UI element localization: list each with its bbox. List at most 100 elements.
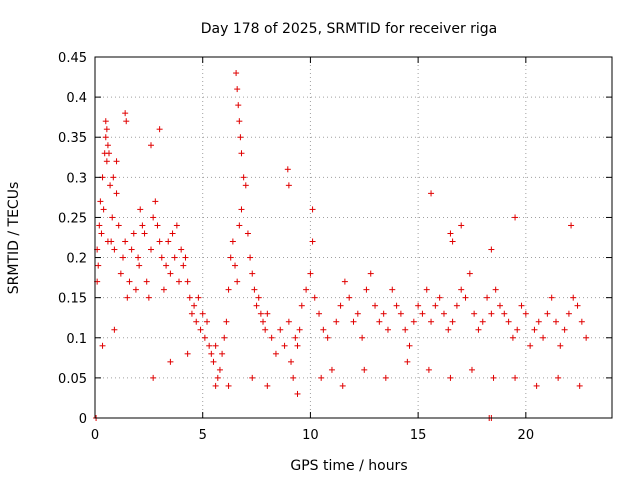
data-point [285,182,292,189]
data-point [576,382,583,389]
data-point [311,294,318,301]
data-point [227,254,234,261]
data-point [557,342,564,349]
data-point [141,230,148,237]
data-point [102,118,109,125]
data-point [406,342,413,349]
data-point [197,326,204,333]
data-point [544,310,551,317]
data-point [402,326,409,333]
data-point [292,334,299,341]
data-point [148,246,155,253]
data-point [234,86,241,93]
data-point [574,302,581,309]
data-point [453,302,460,309]
data-points [93,70,590,421]
data-point [410,318,417,325]
data-point [173,222,180,229]
data-point [447,230,454,237]
data-point [160,286,167,293]
data-point [479,318,486,325]
data-point [341,278,348,285]
data-point [376,318,383,325]
data-point [350,318,357,325]
data-point [97,198,104,205]
data-point [236,118,243,125]
data-point [288,358,295,365]
data-point [109,214,116,221]
data-point [126,278,133,285]
chart-title: Day 178 of 2025, SRMTID for receiver rig… [201,21,498,37]
data-point [249,270,256,277]
data-point [104,142,111,149]
data-point [204,318,211,325]
y-tick-label: 0 [79,412,87,427]
data-point [568,222,575,229]
data-point [419,310,426,317]
data-point [143,278,150,285]
data-point [156,126,163,133]
data-point [235,102,242,109]
data-point [233,70,240,77]
data-point [309,206,316,213]
data-point [285,318,292,325]
data-point [316,310,323,317]
data-point [458,222,465,229]
data-point [264,382,271,389]
data-point [191,302,198,309]
data-point [135,254,142,261]
y-tick-label: 0.05 [58,372,87,387]
data-point [384,326,391,333]
data-point [272,350,279,357]
x-tick-label: 15 [410,428,427,443]
data-point [527,342,534,349]
data-point [201,334,208,341]
data-point [367,270,374,277]
data-point [98,230,105,237]
data-point [514,326,521,333]
data-point [372,302,379,309]
data-point [136,262,143,269]
data-point [108,238,115,245]
data-point [106,150,113,157]
data-point [210,358,217,365]
data-point [180,262,187,269]
data-point [236,222,243,229]
data-point [570,294,577,301]
data-point [555,374,562,381]
data-point [167,270,174,277]
data-point [522,310,529,317]
data-point [214,374,221,381]
data-point [548,294,555,301]
data-point [216,366,223,373]
data-point [445,326,452,333]
data-point [505,318,512,325]
data-point [103,126,110,133]
data-point [466,270,473,277]
data-point [110,174,117,181]
data-point [552,318,559,325]
data-point [462,294,469,301]
data-point [113,158,120,165]
data-point [389,286,396,293]
data-point [184,278,191,285]
data-point [260,318,267,325]
data-point [124,294,131,301]
data-point [257,310,264,317]
data-point [354,310,361,317]
data-point [186,294,193,301]
data-point [117,270,124,277]
data-point [111,326,118,333]
data-point [512,214,519,221]
data-point [145,294,152,301]
data-point [195,294,202,301]
data-point [488,310,495,317]
data-point [130,230,137,237]
data-point [488,246,495,253]
data-point [583,334,590,341]
data-point [169,230,176,237]
data-point [458,286,465,293]
data-point [284,166,291,173]
data-point [225,286,232,293]
